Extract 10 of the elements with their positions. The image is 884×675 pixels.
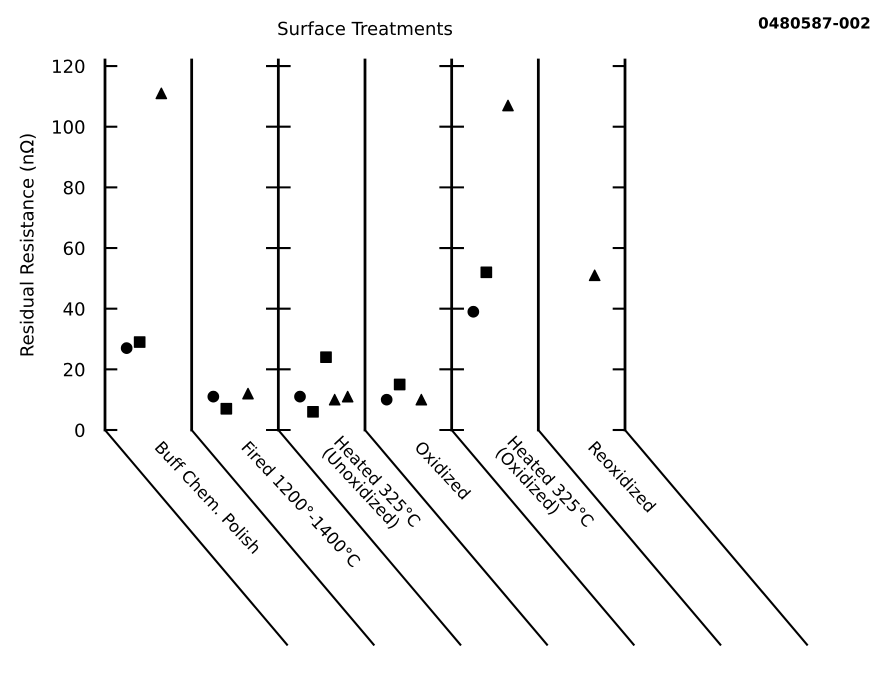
- y-tick-label: 20: [64, 362, 84, 376]
- text: 0480587-002: [758, 17, 870, 29]
- chart-title: Surface Treatments: [278, 21, 452, 36]
- y-tick-label: 0: [75, 423, 84, 438]
- y-axis-title: Residual Resistance (nΩ): [20, 134, 36, 356]
- y-tick-label: 100: [53, 120, 84, 134]
- y-tick-label: 40: [63, 302, 84, 316]
- y-tick-label: 80: [64, 180, 84, 194]
- y-tick-label: 120: [53, 60, 84, 74]
- y-tick-label: 60: [64, 241, 84, 256]
